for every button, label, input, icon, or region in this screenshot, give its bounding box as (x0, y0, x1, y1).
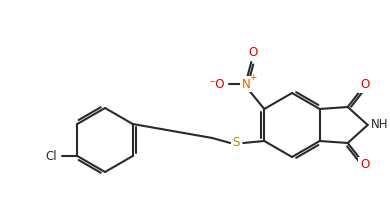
Text: O: O (360, 159, 369, 171)
Text: Cl: Cl (46, 149, 57, 163)
Text: O: O (249, 47, 258, 60)
Text: S: S (232, 136, 240, 149)
Text: NH: NH (371, 118, 388, 132)
Text: O: O (360, 78, 369, 91)
Text: ⁻O: ⁻O (209, 78, 225, 91)
Text: +: + (250, 74, 257, 83)
Text: N: N (242, 78, 251, 91)
